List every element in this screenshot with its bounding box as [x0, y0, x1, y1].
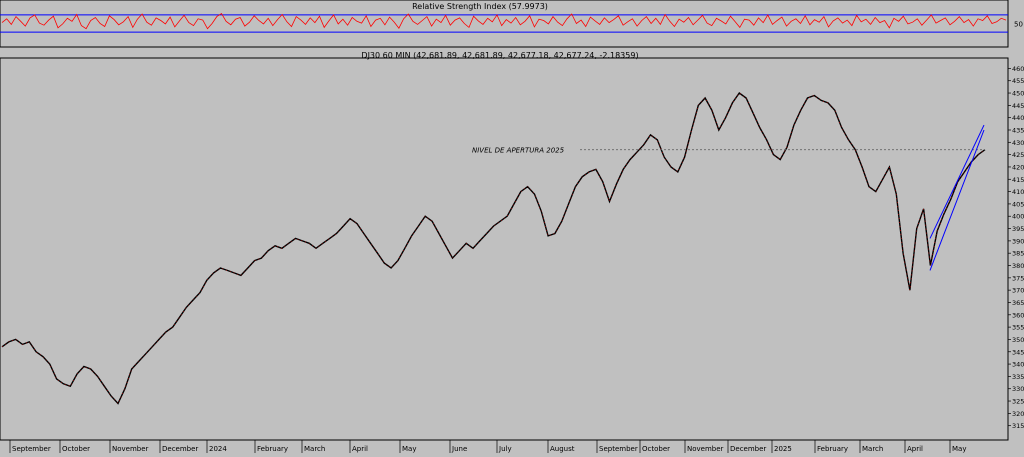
price-tick-label: 42000 [1012, 163, 1024, 171]
price-tick-label: 39500 [1012, 225, 1024, 233]
price-tick-label: 37500 [1012, 274, 1024, 282]
rsi-panel [0, 0, 1009, 48]
trend-line [929, 129, 985, 271]
rsi-series-line [1, 13, 1007, 30]
price-tick-label: 34000 [1012, 361, 1024, 369]
x-tick-label: July [498, 445, 512, 453]
x-tick-label: 2024 [209, 445, 227, 453]
price-tick-label: 43500 [1012, 126, 1024, 134]
x-tick-label: October [62, 445, 90, 453]
price-tick-label: 38500 [1012, 250, 1024, 258]
price-tick-label: 37000 [1012, 287, 1024, 295]
trend-line [929, 124, 985, 239]
x-tick-label: September [599, 445, 638, 453]
price-tick-label: 44500 [1012, 102, 1024, 110]
price-tick-label: 33000 [1012, 385, 1024, 393]
price-panel [0, 57, 1009, 441]
price-tick-label: 35500 [1012, 324, 1024, 332]
x-tick-label: June [451, 445, 467, 453]
x-tick-label: May [402, 445, 416, 453]
price-tick-label: 38000 [1012, 262, 1024, 270]
rsi-title: Relative Strength Index (57.9973) [412, 2, 548, 11]
price-tick-label: 35000 [1012, 336, 1024, 344]
price-tick-label: 34500 [1012, 348, 1024, 356]
x-tick-label: November [112, 445, 149, 453]
price-tick-label: 40000 [1012, 213, 1024, 221]
opening-level-label: NIVEL DE APERTURA 2025 [472, 147, 565, 155]
x-tick-label: November [687, 445, 724, 453]
price-tick-label: 33500 [1012, 373, 1024, 381]
price-tick-label: 36500 [1012, 299, 1024, 307]
rsi-tick-label: 50 [1014, 21, 1023, 29]
x-tick-label: October [642, 445, 670, 453]
x-tick-label: December [730, 445, 766, 453]
x-tick-label: March [304, 445, 325, 453]
price-tick-label: 44000 [1012, 114, 1024, 122]
price-tick-label: 32000 [1012, 410, 1024, 418]
price-tick-label: 31500 [1012, 422, 1024, 430]
price-tick-label: 45000 [1012, 90, 1024, 98]
x-tick-label: May [952, 445, 966, 453]
price-tick-label: 45500 [1012, 77, 1024, 85]
x-tick-label: September [12, 445, 51, 453]
price-tick-label: 41000 [1012, 188, 1024, 196]
x-tick-label: 2025 [774, 445, 792, 453]
price-tick-label: 43000 [1012, 139, 1024, 147]
price-tick-label: 41500 [1012, 176, 1024, 184]
price-tick-label: 46000 [1012, 65, 1024, 73]
price-tick-label: 39000 [1012, 237, 1024, 245]
x-tick-label: March [862, 445, 883, 453]
price-series-overlay [1, 92, 986, 404]
price-tick-label: 42500 [1012, 151, 1024, 159]
x-tick-label: February [817, 445, 848, 453]
price-tick-label: 32500 [1012, 398, 1024, 406]
price-title: DJ30 60 MIN (42,681.89, 42,681.89, 42,67… [361, 51, 638, 60]
price-tick-label: 36000 [1012, 311, 1024, 319]
x-tick-label: August [550, 445, 575, 453]
x-tick-label: April [907, 445, 923, 453]
price-tick-label: 40500 [1012, 200, 1024, 208]
x-tick-label: December [162, 445, 198, 453]
x-tick-label: April [352, 445, 368, 453]
x-tick-label: February [257, 445, 288, 453]
